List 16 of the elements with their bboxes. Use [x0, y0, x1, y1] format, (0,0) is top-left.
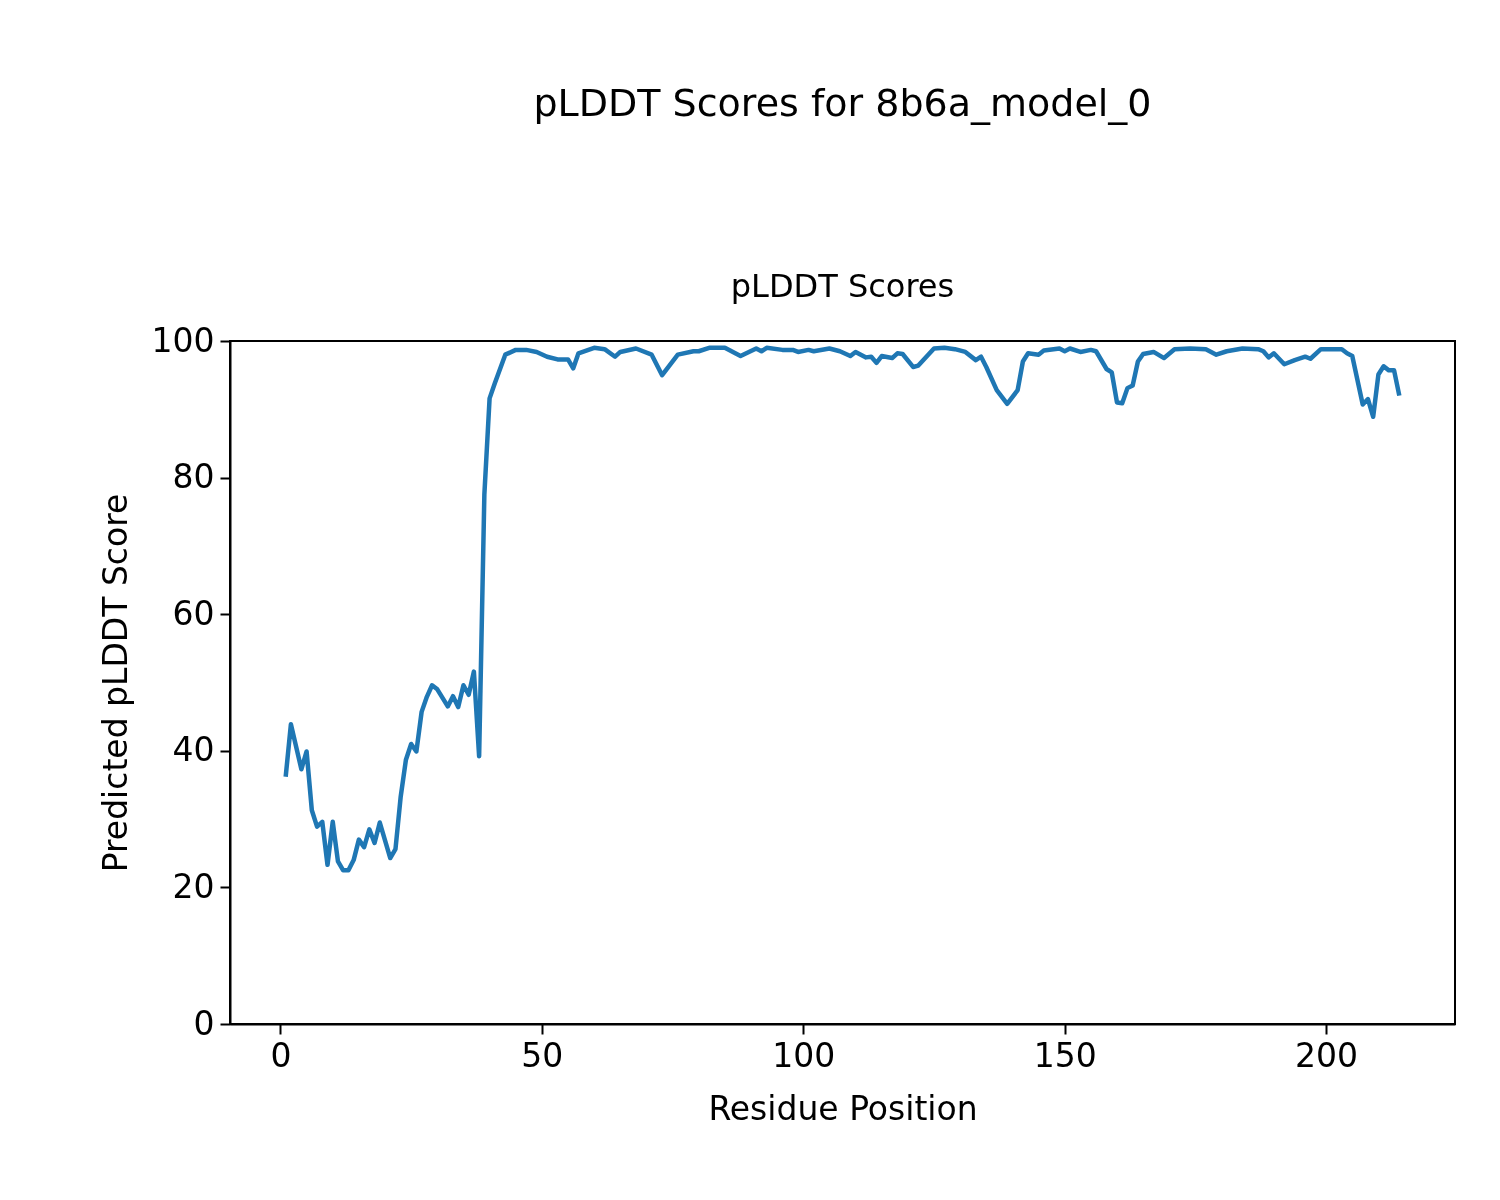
y-tick-label: 100: [151, 320, 215, 360]
y-tick-label: 0: [193, 1003, 215, 1043]
y-tick-label: 40: [172, 730, 215, 770]
y-tick-label: 80: [172, 457, 215, 497]
y-tick-label: 60: [172, 593, 215, 633]
x-tick-label: 100: [772, 1035, 836, 1075]
y-tick-label: 20: [172, 866, 215, 906]
chart-title: pLDDT Scores for 8b6a_model_0: [533, 81, 1152, 125]
y-axis-title: Predicted pLDDT Score: [95, 493, 135, 873]
line-series: [283, 345, 1402, 873]
chart-subtitle: pLDDT Scores: [730, 267, 955, 305]
x-tick-label: 50: [521, 1035, 564, 1075]
x-tick-label: 200: [1295, 1035, 1359, 1075]
x-axis-title: Residue Position: [708, 1088, 978, 1128]
x-tick-label: 0: [270, 1035, 292, 1075]
x-tick-label: 150: [1033, 1035, 1097, 1075]
